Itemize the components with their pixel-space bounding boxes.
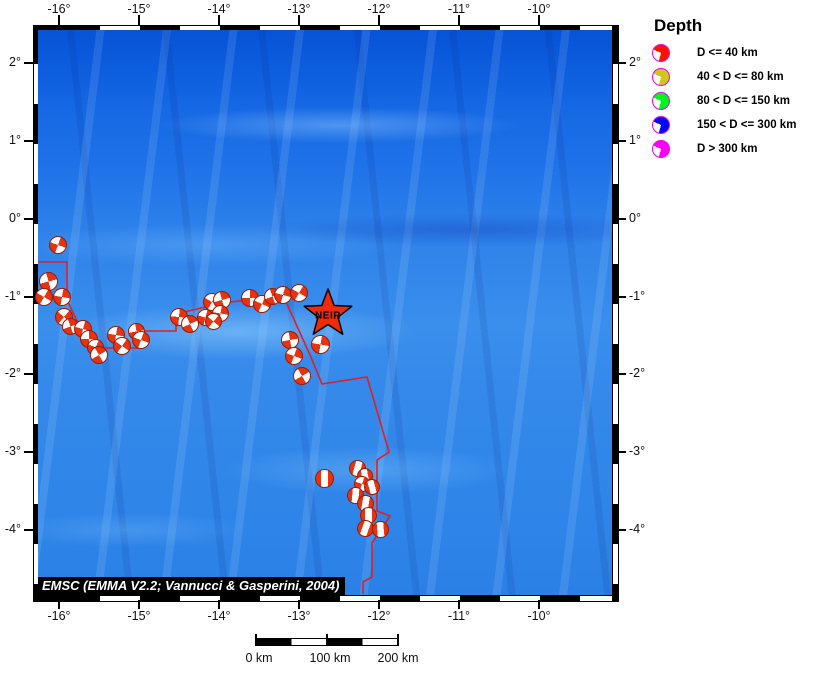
- lat-label-left: 0°: [9, 211, 21, 225]
- lon-tick: [58, 15, 60, 25]
- depth-legend: Depth D <= 40 km 40 < D <= 80 km 80 < D <=…: [650, 16, 816, 164]
- lat-label-right: -4°: [629, 522, 646, 536]
- scale-bar-tick: [397, 634, 399, 646]
- scale-bar-label: 100 km: [309, 651, 351, 665]
- lat-label-left: -3°: [4, 444, 21, 458]
- lat-tick: [24, 451, 33, 453]
- lat-tick: [24, 296, 33, 298]
- lon-tick: [298, 15, 300, 25]
- lon-label-bottom: -14°: [207, 609, 231, 623]
- lat-label-right: -1°: [629, 289, 646, 303]
- lon-label-top: -11°: [447, 2, 471, 16]
- legend-beachball-icon: [652, 140, 670, 158]
- scale-bar-label: 200 km: [377, 651, 419, 665]
- lat-tick: [24, 140, 33, 142]
- legend-item: 80 < D <= 150 km: [650, 92, 816, 110]
- lat-tick: [24, 62, 33, 64]
- lat-label-left: 2°: [9, 55, 21, 69]
- lon-label-bottom: -13°: [287, 609, 311, 623]
- lat-tick: [24, 218, 33, 220]
- lat-label-left: 1°: [9, 133, 21, 147]
- lat-tick: [24, 529, 33, 531]
- lat-tick: [24, 373, 33, 375]
- lon-tick: [218, 15, 220, 25]
- lon-label-top: -10°: [527, 2, 551, 16]
- scale-bar-tick: [326, 634, 328, 646]
- lon-label-bottom: -15°: [127, 609, 151, 623]
- lat-label-right: 0°: [629, 211, 641, 225]
- legend-title: Depth: [654, 16, 703, 35]
- legend-item: D <= 40 km: [650, 44, 816, 62]
- lat-label-left: -1°: [4, 289, 21, 303]
- legend-beachball-icon: [652, 68, 670, 86]
- lon-label-top: -13°: [287, 2, 311, 16]
- lon-label-bottom: -11°: [447, 609, 471, 623]
- legend-items: D <= 40 km 40 < D <= 80 km 80 < D <= 150 k…: [650, 44, 816, 158]
- lon-tick: [378, 15, 380, 25]
- scale-bar-label: 0 km: [245, 651, 273, 665]
- lon-tick: [538, 15, 540, 25]
- legend-item-label: 40 < D <= 80 km: [697, 71, 784, 83]
- lat-label-right: -3°: [629, 444, 646, 458]
- legend-item-label: D <= 40 km: [697, 47, 758, 59]
- lon-label-top: -15°: [127, 2, 151, 16]
- lat-label-left: -2°: [4, 366, 21, 380]
- attribution-bar: EMSC (EMMA V2.2; Vannucci & Gasperini, 2…: [38, 577, 346, 595]
- map-border-bottom: [33, 595, 619, 602]
- lon-tick: [458, 15, 460, 25]
- legend-item-label: 80 < D <= 150 km: [697, 95, 791, 107]
- legend-item-label: 150 < D <= 300 km: [697, 119, 797, 131]
- lon-label-bottom: -10°: [527, 609, 551, 623]
- lat-label-left: -4°: [4, 522, 21, 536]
- epicenter-star-label: NEIR: [315, 310, 341, 322]
- lon-label-bottom: -12°: [367, 609, 391, 623]
- lon-tick: [138, 15, 140, 25]
- lon-label-top: -12°: [367, 2, 391, 16]
- legend-item: 150 < D <= 300 km: [650, 116, 816, 134]
- lon-label-top: -14°: [207, 2, 231, 16]
- legend-item: 40 < D <= 80 km: [650, 68, 816, 86]
- legend-beachball-icon: [652, 116, 670, 134]
- legend-beachball-icon: [652, 44, 670, 62]
- lon-label-top: -16°: [47, 2, 71, 16]
- lon-label-bottom: -16°: [47, 609, 71, 623]
- map-border-right: [612, 25, 619, 602]
- legend-beachball-icon: [652, 92, 670, 110]
- epicenter-star-icon: [303, 288, 353, 335]
- lat-label-right: -2°: [629, 366, 646, 380]
- scale-bar-tick: [255, 634, 257, 646]
- legend-item-label: D > 300 km: [697, 143, 758, 155]
- legend-item: D > 300 km: [650, 140, 816, 158]
